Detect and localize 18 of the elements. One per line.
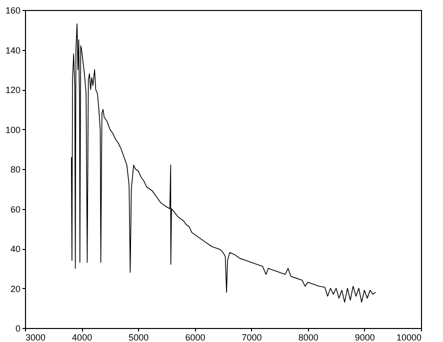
x-tick-label: 5000 bbox=[128, 332, 149, 342]
x-tick-label: 8000 bbox=[298, 332, 318, 342]
y-tick-label: 20 bbox=[10, 284, 20, 294]
y-tick-label: 120 bbox=[5, 85, 20, 95]
x-tick-label: 7000 bbox=[242, 332, 262, 342]
y-tick-label: 40 bbox=[10, 244, 20, 254]
y-tick-label: 140 bbox=[5, 45, 20, 56]
line-series bbox=[70, 24, 376, 303]
y-tick-label: 60 bbox=[10, 204, 20, 214]
y-tick-label: 100 bbox=[5, 124, 20, 135]
x-tick-label: 10000 bbox=[396, 332, 422, 342]
x-tick-label: 4000 bbox=[72, 332, 92, 342]
y-tick-label: 0 bbox=[15, 324, 20, 334]
x-tick-label: 6000 bbox=[185, 332, 206, 342]
x-tick-label: 9000 bbox=[354, 332, 375, 342]
y-tick-label: 160 bbox=[5, 6, 20, 16]
x-tick-label: 3000 bbox=[26, 332, 46, 342]
y-tick-label: 80 bbox=[10, 164, 20, 174]
